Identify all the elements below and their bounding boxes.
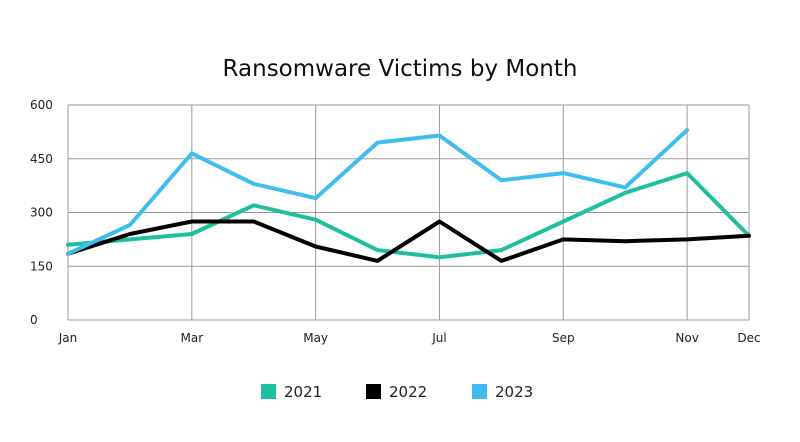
x-tick-label: Mar <box>180 331 203 345</box>
y-axis-tick-labels: 0 150 300 450 600 <box>30 98 53 327</box>
series-line-2021 <box>66 171 751 260</box>
y-tick-label: 300 <box>30 206 53 220</box>
gridlines <box>67 104 750 321</box>
series-line-2023 <box>66 128 690 256</box>
x-axis-tick-labels: Jan Mar May Jul Sep Nov Dec <box>58 331 761 345</box>
y-tick-label: 0 <box>30 313 38 327</box>
x-tick-label: Dec <box>737 331 760 345</box>
legend: 2021 2022 2023 <box>261 383 533 401</box>
x-tick-label: Jan <box>58 331 78 345</box>
legend-label-2022: 2022 <box>389 383 427 401</box>
legend-swatch-2023 <box>472 384 487 399</box>
series-line-2022 <box>66 219 751 263</box>
legend-swatch-2021 <box>261 384 276 399</box>
legend-swatch-2022 <box>366 384 381 399</box>
x-tick-label: May <box>303 331 328 345</box>
x-tick-label: Jul <box>431 331 446 345</box>
chart-title: Ransomware Victims by Month <box>223 56 578 82</box>
series-lines <box>66 128 751 263</box>
legend-label-2023: 2023 <box>495 383 533 401</box>
y-tick-label: 600 <box>30 98 53 112</box>
y-tick-label: 450 <box>30 152 53 166</box>
x-tick-label: Sep <box>552 331 575 345</box>
legend-label-2021: 2021 <box>284 383 322 401</box>
x-tick-label: Nov <box>675 331 698 345</box>
y-tick-label: 150 <box>30 259 53 273</box>
